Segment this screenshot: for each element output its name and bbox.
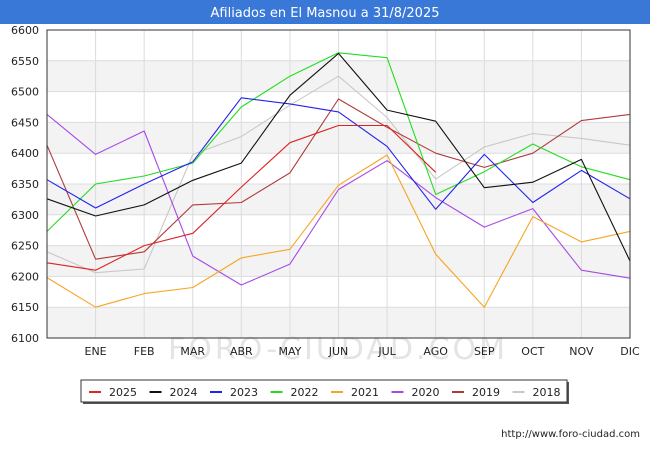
y-tick-label: 6200 — [11, 270, 39, 283]
y-tick-label: 6450 — [11, 116, 39, 129]
legend-label-2018: 2018 — [533, 386, 561, 399]
legend-box — [80, 379, 568, 403]
series-line-2022 — [46, 52, 631, 232]
y-tick-label: 6150 — [11, 301, 39, 314]
series-layer — [46, 52, 631, 308]
x-tick-label: JUL — [377, 345, 396, 358]
x-tick-label: OCT — [521, 345, 544, 358]
chart-title: Afiliados en El Masnou a 31/8/2025 — [211, 6, 440, 21]
x-tick-label: NOV — [569, 345, 594, 358]
legend-label-2022: 2022 — [291, 386, 319, 399]
series-line-2025 — [46, 124, 437, 271]
legend-label-2023: 2023 — [230, 386, 258, 399]
source-text: http://www.foro-ciudad.com — [501, 429, 640, 440]
legend: 2025 2024 2023 2022 2021 2020 2019 2018 — [80, 379, 569, 404]
y-tick-label: 6400 — [11, 147, 39, 160]
plot-frame — [46, 29, 631, 339]
y-tick-label: 6100 — [11, 332, 39, 345]
series-line-2021 — [46, 154, 631, 308]
series-line-2024 — [46, 52, 631, 262]
legend-label-2020: 2020 — [412, 386, 440, 399]
series-line-2020 — [46, 113, 631, 286]
x-tick-label: ABR — [230, 345, 253, 358]
x-tick-label: MAY — [278, 345, 301, 358]
legend-label-2024: 2024 — [170, 386, 198, 399]
y-tick-label: 6300 — [11, 209, 39, 222]
x-tick-label: ENE — [85, 345, 107, 358]
series-line-2018 — [46, 75, 631, 274]
series-line-2023 — [46, 97, 631, 210]
x-tick-label: AGO — [423, 345, 448, 358]
y-tick-label: 6500 — [11, 86, 39, 99]
legend-label-2019: 2019 — [472, 386, 500, 399]
x-tick-label: MAR — [180, 345, 205, 358]
y-tick-label: 6350 — [11, 178, 39, 191]
series-line-2019 — [46, 98, 631, 260]
title-bar — [0, 0, 650, 24]
axis-layer: 6100 6150 6200 6250 6300 6350 6400 6450 6500 6550… — [11, 24, 640, 358]
y-tick-label: 6550 — [11, 55, 39, 68]
x-tick-label: FEB — [134, 345, 155, 358]
legend-label-2021: 2021 — [351, 386, 379, 399]
x-tick-label: DIC — [620, 345, 640, 358]
x-tick-label: JUN — [328, 345, 349, 358]
x-tick-label: SEP — [474, 345, 495, 358]
y-tick-label: 6250 — [11, 240, 39, 253]
y-tick-label: 6600 — [11, 24, 39, 37]
legend-label-2025: 2025 — [109, 386, 137, 399]
